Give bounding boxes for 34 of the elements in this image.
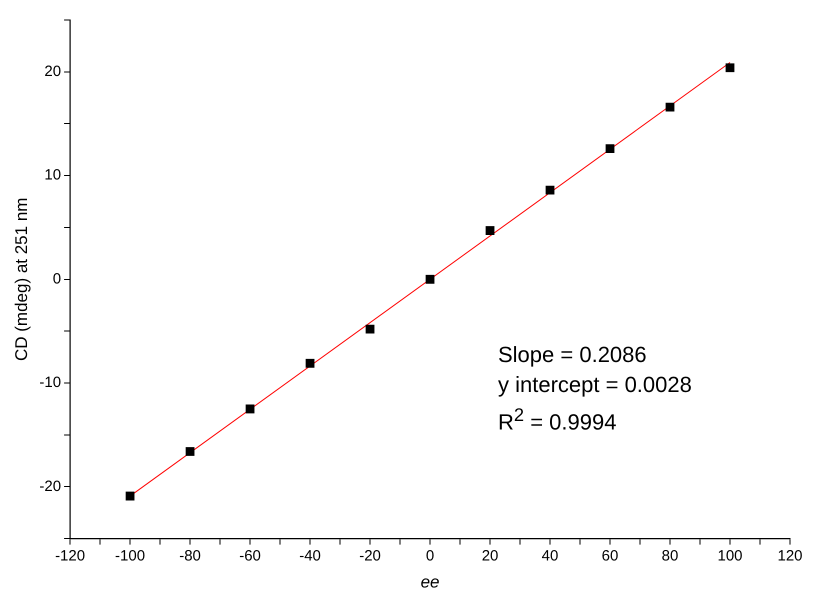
x-tick-label: 20 xyxy=(482,548,498,565)
point xyxy=(246,404,254,414)
x-tick-label: 40 xyxy=(542,548,558,565)
x-tick-label: 0 xyxy=(426,548,434,565)
y-axis-title: CD (mdeg) at 251 nm xyxy=(12,198,31,362)
annotation: R$^{2}$ = 0.9994 xyxy=(498,403,618,436)
x-tick-label: 60 xyxy=(602,548,618,565)
y-tick-label: -20 xyxy=(39,478,62,495)
point xyxy=(426,274,434,284)
x-tick-label: 80 xyxy=(662,548,678,565)
y-tick-label: 0 xyxy=(52,270,62,288)
x-tick-label: -40 xyxy=(299,548,321,565)
point xyxy=(126,492,134,500)
point xyxy=(486,226,494,235)
point xyxy=(366,324,374,334)
x-tick-label: -20 xyxy=(359,548,381,565)
x-tick-label: 120 xyxy=(777,548,803,565)
y-tick-label: 10 xyxy=(44,166,62,184)
y-tick-label: -10 xyxy=(39,374,62,392)
x-tick-label: 100 xyxy=(717,548,743,565)
point xyxy=(726,63,734,72)
x-tick-label: -120 xyxy=(55,548,86,565)
point xyxy=(546,186,554,194)
annotation: Slope = 0.2086 xyxy=(498,341,648,369)
annotation: y intercept = 0.0028 xyxy=(498,371,692,399)
x-axis-title: ee xyxy=(420,572,440,592)
x-tick-label: -60 xyxy=(239,548,261,565)
point xyxy=(186,447,194,456)
point xyxy=(606,144,614,153)
x-tick-label: -80 xyxy=(179,548,201,565)
x-tick-label: -100 xyxy=(115,548,146,565)
point xyxy=(306,358,314,368)
y-tick-label: 20 xyxy=(44,63,62,80)
point xyxy=(666,102,674,112)
